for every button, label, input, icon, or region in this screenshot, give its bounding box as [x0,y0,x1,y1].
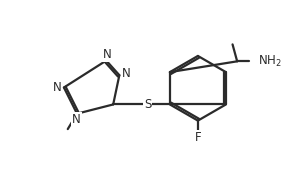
Text: N: N [53,81,61,94]
Text: S: S [144,98,152,111]
Text: F: F [194,131,201,144]
Text: N: N [103,48,111,61]
Text: NH$_2$: NH$_2$ [258,54,282,69]
Text: N: N [72,113,81,126]
Text: N: N [122,67,131,80]
